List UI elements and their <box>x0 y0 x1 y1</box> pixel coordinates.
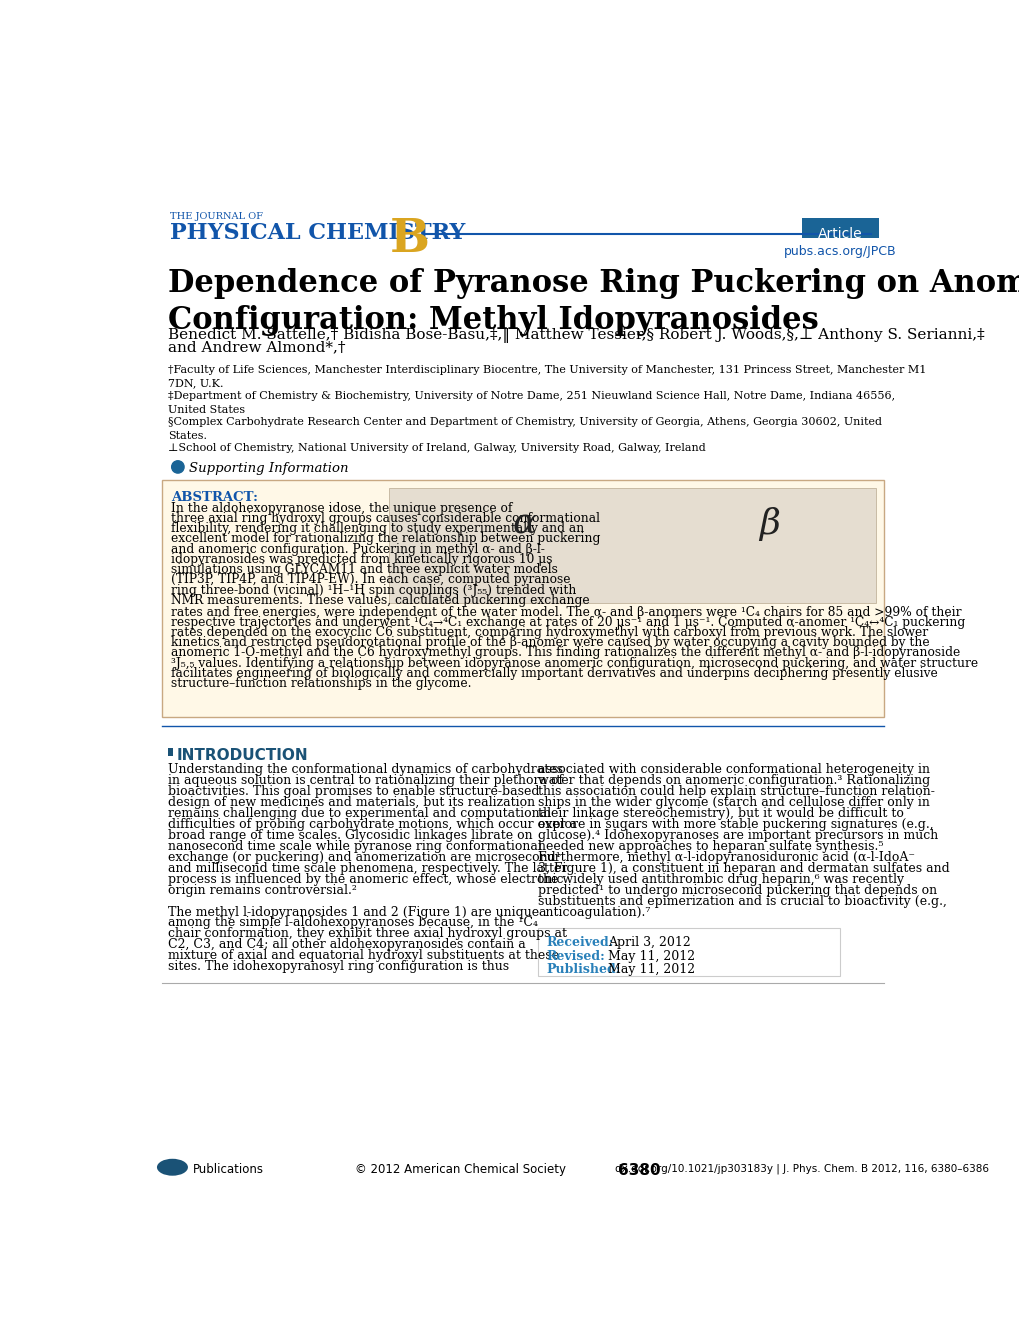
Text: predicted¹ to undergo microsecond puckering that depends on: predicted¹ to undergo microsecond pucker… <box>538 883 936 896</box>
Text: idopyranosides was predicted from kinetically rigorous 10 μs: idopyranosides was predicted from kineti… <box>171 552 552 566</box>
Text: B: B <box>389 216 429 261</box>
Text: © 2012 American Chemical Society: © 2012 American Chemical Society <box>355 1163 566 1177</box>
Text: flexibility, rendering it challenging to study experimentally and an: flexibility, rendering it challenging to… <box>171 522 584 535</box>
Text: †Faculty of Life Sciences, Manchester Interdisciplinary Biocentre, The Universit: †Faculty of Life Sciences, Manchester In… <box>168 366 925 388</box>
Bar <box>801 217 878 237</box>
Text: ACS: ACS <box>162 1163 182 1171</box>
Text: glucose).⁴ Idohexopyranoses are important precursors in much: glucose).⁴ Idohexopyranoses are importan… <box>538 828 937 842</box>
Text: Revised:: Revised: <box>545 950 604 963</box>
Text: In the aldohexopyranose idose, the unique presence of: In the aldohexopyranose idose, the uniqu… <box>171 502 512 515</box>
Text: kinetics and restricted pseudorotational profile of the β-anomer were caused by : kinetics and restricted pseudorotational… <box>171 636 928 650</box>
Text: and anomeric configuration. Puckering in methyl α- and β-l-: and anomeric configuration. Puckering in… <box>171 543 544 555</box>
Text: May 11, 2012: May 11, 2012 <box>607 950 694 963</box>
Text: ⊥School of Chemistry, National University of Ireland, Galway, University Road, G: ⊥School of Chemistry, National Universit… <box>168 443 705 454</box>
Text: process is influenced by the anomeric effect, whose electronic: process is influenced by the anomeric ef… <box>168 872 562 886</box>
Text: α: α <box>513 507 537 542</box>
Text: origin remains controversial.²: origin remains controversial.² <box>168 883 357 896</box>
Text: the widely used antithrombic drug heparin,⁶ was recently: the widely used antithrombic drug hepari… <box>538 872 904 886</box>
Text: ³J₅,₅ values. Identifying a relationship between idopyranose anomeric configurat: ³J₅,₅ values. Identifying a relationship… <box>171 656 977 670</box>
Text: INTRODUCTION: INTRODUCTION <box>177 748 309 763</box>
Text: exchange (or puckering) and anomerization are microsecond¹: exchange (or puckering) and anomerizatio… <box>168 851 560 864</box>
Text: needed new approaches to heparan sulfate synthesis.⁵: needed new approaches to heparan sulfate… <box>538 840 882 852</box>
Text: C2, C3, and C4; all other aldohexopyranosides contain a: C2, C3, and C4; all other aldohexopyrano… <box>168 938 525 951</box>
Text: facilitates engineering of biologically and commercially important derivatives a: facilitates engineering of biologically … <box>171 667 936 680</box>
Text: April 3, 2012: April 3, 2012 <box>607 935 690 948</box>
Text: sites. The idohexopyranosyl ring configuration is thus: sites. The idohexopyranosyl ring configu… <box>168 960 508 974</box>
Text: and Andrew Almond*,†: and Andrew Almond*,† <box>168 340 345 355</box>
Text: anticoagulation).⁷: anticoagulation).⁷ <box>538 906 650 919</box>
Text: their linkage stereochemistry), but it would be difficult to: their linkage stereochemistry), but it w… <box>538 807 903 820</box>
Bar <box>389 488 875 603</box>
Ellipse shape <box>157 1159 187 1175</box>
Text: NMR measurements. These values, calculated puckering exchange: NMR measurements. These values, calculat… <box>171 594 589 607</box>
Text: structure–function relationships in the glycome.: structure–function relationships in the … <box>171 678 471 690</box>
Text: this association could help explain structure–function relation-: this association could help explain stru… <box>538 786 934 798</box>
Text: rates and free energies, were independent of the water model. The α- and β-anome: rates and free energies, were independen… <box>171 606 961 619</box>
Text: Dependence of Pyranose Ring Puckering on Anomeric
Configuration: Methyl Idopyran: Dependence of Pyranose Ring Puckering on… <box>168 268 1019 336</box>
Text: ring three-bond (vicinal) ¹H–¹H spin couplings (³J₅₅) trended with: ring three-bond (vicinal) ¹H–¹H spin cou… <box>171 583 576 596</box>
Text: remains challenging due to experimental and computational: remains challenging due to experimental … <box>168 807 550 820</box>
Text: mixture of axial and equatorial hydroxyl substituents at these: mixture of axial and equatorial hydroxyl… <box>168 950 558 962</box>
Text: associated with considerable conformational heterogeneity in: associated with considerable conformatio… <box>538 763 929 776</box>
Text: §Complex Carbohydrate Research Center and Department of Chemistry, University of: §Complex Carbohydrate Research Center an… <box>168 418 881 440</box>
Text: The methyl l-idopyranosides 1 and 2 (Figure 1) are unique: The methyl l-idopyranosides 1 and 2 (Fig… <box>168 906 538 919</box>
Text: Furthermore, methyl α-l-idopyranosiduronic acid (α-l-IdoA⁻: Furthermore, methyl α-l-idopyranosiduron… <box>538 851 914 864</box>
Text: Benedict M. Sattelle,† Bidisha Bose-Basu,‡,‖ Matthew Tessier,§ Robert J. Woods,§: Benedict M. Sattelle,† Bidisha Bose-Basu… <box>168 328 983 343</box>
Text: ships in the wider glycome (starch and cellulose differ only in: ships in the wider glycome (starch and c… <box>538 796 929 810</box>
Text: broad range of time scales. Glycosidic linkages librate on: broad range of time scales. Glycosidic l… <box>168 828 532 842</box>
Text: respective trajectories and underwent ¹C₄→⁴C₁ exchange at rates of 20 μs⁻¹ and 1: respective trajectories and underwent ¹C… <box>171 616 964 628</box>
Circle shape <box>171 460 183 474</box>
Text: difficulties of probing carbohydrate motions, which occur over a: difficulties of probing carbohydrate mot… <box>168 818 577 831</box>
Text: 3, Figure 1), a constituent in heparan and dermatan sulfates and: 3, Figure 1), a constituent in heparan a… <box>538 862 949 875</box>
Text: S: S <box>174 463 181 472</box>
Bar <box>538 928 840 975</box>
Text: water that depends on anomeric configuration.³ Rationalizing: water that depends on anomeric configura… <box>538 774 929 787</box>
Text: substituents and epimerization and is crucial to bioactivity (e.g.,: substituents and epimerization and is cr… <box>538 895 947 907</box>
Text: three axial ring hydroxyl groups causes considerable conformational: three axial ring hydroxyl groups causes … <box>171 512 599 524</box>
Text: ‡Department of Chemistry & Biochemistry, University of Notre Dame, 251 Nieuwland: ‡Department of Chemistry & Biochemistry,… <box>168 391 894 415</box>
Text: Understanding the conformational dynamics of carbohydrates: Understanding the conformational dynamic… <box>168 763 562 776</box>
Text: rates depended on the exocyclic C6 substituent, comparing hydroxymethyl with car: rates depended on the exocyclic C6 subst… <box>171 626 927 639</box>
Text: among the simple l-aldohexopyranoses because, in the ¹C₄: among the simple l-aldohexopyranoses bec… <box>168 916 537 930</box>
Bar <box>161 480 883 718</box>
Text: THE JOURNAL OF: THE JOURNAL OF <box>170 212 263 221</box>
Text: May 11, 2012: May 11, 2012 <box>607 963 694 976</box>
Text: pubs.acs.org/JPCB: pubs.acs.org/JPCB <box>784 244 896 257</box>
Text: Received:: Received: <box>545 935 612 948</box>
Text: simulations using GLYCAM11 and three explicit water models: simulations using GLYCAM11 and three exp… <box>171 563 557 576</box>
Text: anomeric 1-O-methyl and the C6 hydroxymethyl groups. This finding rationalizes t: anomeric 1-O-methyl and the C6 hydroxyme… <box>171 647 959 659</box>
Text: design of new medicines and materials, but its realization: design of new medicines and materials, b… <box>168 796 534 810</box>
Text: in aqueous solution is central to rationalizing their plethora of: in aqueous solution is central to ration… <box>168 774 562 787</box>
Text: bioactivities. This goal promises to enable structure-based: bioactivities. This goal promises to ena… <box>168 786 539 798</box>
Text: dx.doi.org/10.1021/jp303183y | J. Phys. Chem. B 2012, 116, 6380–6386: dx.doi.org/10.1021/jp303183y | J. Phys. … <box>614 1163 987 1174</box>
Text: Article: Article <box>817 227 862 241</box>
Text: excellent model for rationalizing the relationship between puckering: excellent model for rationalizing the re… <box>171 532 600 546</box>
Text: PHYSICAL CHEMISTRY: PHYSICAL CHEMISTRY <box>170 221 465 244</box>
Text: and millisecond time scale phenomena, respectively. The latter: and millisecond time scale phenomena, re… <box>168 862 567 875</box>
Text: Publications: Publications <box>193 1163 263 1177</box>
Text: nanosecond time scale while pyranose ring conformational: nanosecond time scale while pyranose rin… <box>168 840 541 852</box>
Text: ABSTRACT:: ABSTRACT: <box>171 491 258 504</box>
Text: chair conformation, they exhibit three axial hydroxyl groups at: chair conformation, they exhibit three a… <box>168 927 567 940</box>
Text: 6380: 6380 <box>618 1163 659 1178</box>
Text: Published:: Published: <box>545 963 620 976</box>
Text: explore in sugars with more stable puckering signatures (e.g.,: explore in sugars with more stable pucke… <box>538 818 933 831</box>
Text: β: β <box>758 507 779 542</box>
Text: Supporting Information: Supporting Information <box>190 462 348 475</box>
Text: (TIP3P, TIP4P, and TIP4P-EW). In each case, computed pyranose: (TIP3P, TIP4P, and TIP4P-EW). In each ca… <box>171 574 570 586</box>
Bar <box>168 748 173 756</box>
